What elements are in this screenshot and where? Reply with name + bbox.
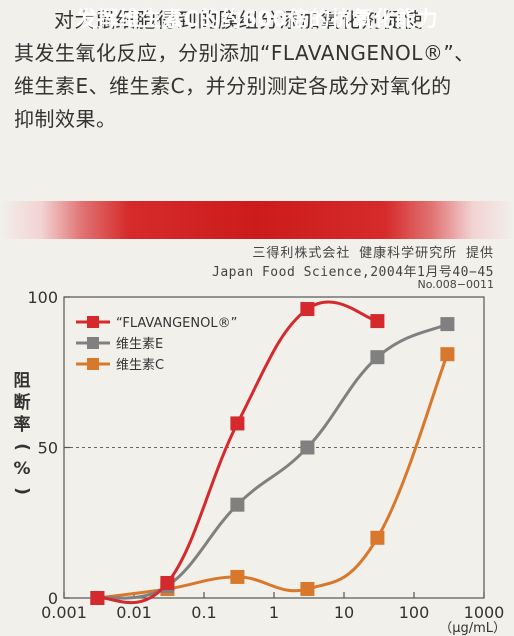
intro-line-2: 其发生氧化反应，分别添加“FLAVANGENOL®”、 (14, 41, 475, 65)
x-tick-label: 1 (269, 603, 279, 622)
series-marker-0 (230, 416, 245, 431)
series-marker-1 (300, 440, 315, 455)
x-tick-label: 10 (334, 603, 354, 622)
chart-title: 发挥维生素C的约600倍的抗氧化能力 (75, 7, 439, 31)
source-citation: Japan Food Science,2004年1月号40−45 (212, 265, 494, 280)
series-marker-1 (440, 317, 455, 332)
series-marker-0 (90, 591, 105, 605)
y-axis-label-char: % (13, 459, 31, 479)
series-marker-2 (440, 347, 455, 362)
intro-line-1: 对大鼠细胞得到的膜组分添加氧化剂促使 (54, 8, 423, 32)
series-marker-1 (370, 350, 385, 365)
legend-marker-1 (87, 337, 99, 349)
x-tick-label: 0.001 (41, 603, 87, 622)
series-marker-2 (300, 581, 315, 596)
y-tick-label: 50 (38, 439, 58, 458)
source-number: No.008−0011 (417, 278, 494, 291)
x-tick-label: 0.01 (116, 603, 152, 622)
y-axis-label: 阻 断 率 ( % ) (10, 370, 34, 502)
legend-marker-0 (87, 316, 99, 328)
series-marker-0 (300, 302, 315, 317)
legend-label-0: “FLAVANGENOL®” (116, 316, 237, 331)
intro-text: 对大鼠细胞得到的膜组分添加氧化剂促使 其发生氧化反应，分别添加“FLAVANGE… (14, 4, 508, 136)
x-axis-unit: （μg/mL） (439, 621, 506, 636)
x-tick-label: 100 (399, 603, 430, 622)
series-marker-2 (370, 530, 385, 545)
y-axis-label-char: 阻 (13, 371, 31, 391)
y-axis-label-char: 断 (13, 393, 31, 413)
y-axis-label-char: 率 (13, 415, 31, 435)
legend-marker-2 (87, 358, 99, 370)
series-marker-0 (370, 314, 385, 329)
y-tick-label: 100 (27, 288, 58, 307)
title-banner (0, 201, 514, 239)
intro-line-3: 维生素E、维生素C，并分别测定各成分对氧化的 (14, 74, 452, 98)
y-tick-label: 0 (48, 589, 58, 608)
x-tick-label: 1000 (464, 603, 505, 622)
series-marker-2 (230, 569, 245, 584)
x-tick-label: 0.1 (191, 603, 216, 622)
series-marker-1 (230, 497, 245, 512)
intro-line-4: 抑制效果。 (14, 107, 117, 131)
source-credit: 三得利株式会社 健康科学研究所 提供 (252, 246, 494, 261)
legend-box (72, 304, 237, 374)
legend-label-2: 维生素C (116, 358, 164, 373)
series-marker-0 (160, 575, 175, 590)
legend-label-1: 维生素E (116, 337, 163, 352)
